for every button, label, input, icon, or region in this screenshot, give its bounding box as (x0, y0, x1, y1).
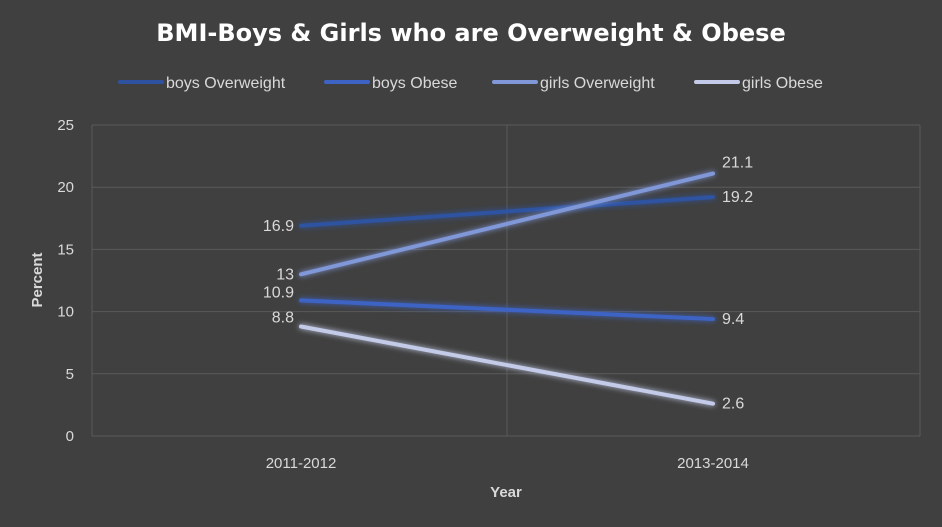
y-tick-label: 25 (57, 117, 74, 134)
data-label: 10.9 (263, 284, 294, 301)
x-tick-label: 2013-2014 (677, 455, 749, 472)
y-tick-label: 0 (66, 428, 74, 445)
y-tick-label: 20 (57, 179, 74, 196)
y-tick-label: 10 (57, 304, 74, 321)
data-label: 21.1 (722, 155, 753, 172)
legend: boys Overweight boys Obese girls Overweigh… (118, 75, 823, 92)
x-axis-title: Year (490, 484, 522, 501)
data-label: 9.4 (722, 311, 744, 328)
legend-label: boys Obese (372, 75, 457, 92)
data-label: 2.6 (722, 396, 744, 413)
data-label: 16.9 (263, 218, 294, 235)
series-line (299, 324, 715, 406)
y-tick-label: 5 (66, 366, 74, 383)
series-line (299, 298, 715, 322)
legend-item: girls Overweight (492, 75, 655, 92)
legend-label: boys Overweight (166, 75, 286, 92)
legend-item: boys Overweight (118, 75, 286, 92)
y-axis-ticks: 0 5 10 15 20 25 (57, 117, 74, 445)
data-labels: 16.9 19.2 10.9 9.4 13 21.1 8.8 2.6 (263, 155, 753, 413)
x-tick-label: 2011-2012 (266, 455, 337, 472)
legend-item: girls Obese (694, 75, 823, 92)
gridlines (91, 124, 921, 437)
x-axis-ticks: 2011-2012 2013-2014 (266, 455, 749, 472)
legend-label: girls Overweight (540, 75, 655, 92)
y-tick-label: 15 (57, 241, 74, 258)
legend-item: boys Obese (324, 75, 457, 92)
chart-title: BMI-Boys & Girls who are Overweight & Ob… (156, 19, 785, 47)
data-label: 8.8 (272, 310, 294, 327)
series-line (299, 171, 715, 277)
data-label: 19.2 (722, 189, 753, 206)
y-axis-title: Percent (29, 252, 46, 307)
series-lines (299, 171, 715, 406)
data-label: 13 (276, 266, 294, 283)
series-line (299, 195, 715, 228)
legend-label: girls Obese (742, 75, 823, 92)
